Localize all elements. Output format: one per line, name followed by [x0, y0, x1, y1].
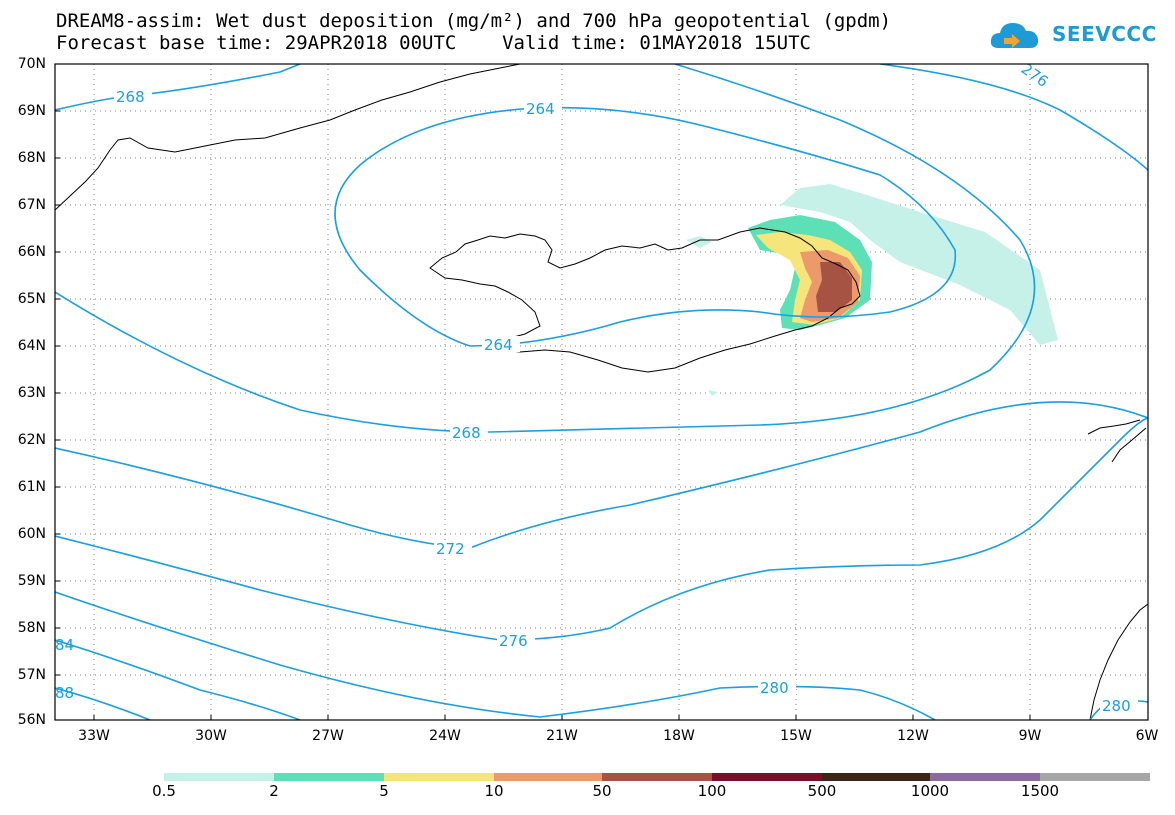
contour-label: 84 [55, 636, 74, 654]
logo-text: SEEVCCC [1052, 22, 1157, 46]
lon-label: 24W [429, 728, 461, 744]
faroe-norway-coastline [1087, 419, 1141, 435]
map-frame [54, 63, 1149, 721]
lat-label: 56N [17, 712, 46, 728]
colorbar-swatch [164, 773, 274, 781]
colorbar-tick: 1500 [1020, 782, 1060, 800]
contour-label: 264 [526, 100, 555, 118]
lat-label: 62N [17, 432, 46, 448]
lat-label: 66N [17, 244, 46, 260]
lat-label: 58N [17, 620, 46, 636]
chart-title-line2: Forecast base time: 29APR2018 00UTC Vali… [56, 32, 811, 54]
greenland-coastline [55, 64, 521, 211]
colorbar-swatch [602, 773, 712, 781]
colorbar-swatch [822, 773, 930, 781]
contour-264 [334, 106, 957, 347]
lat-label: 59N [17, 573, 46, 589]
contour-label: 264 [484, 336, 513, 354]
contour-label: 268 [452, 424, 481, 442]
contour-288 [55, 687, 151, 720]
lon-label: 15W [780, 728, 812, 744]
colorbar-swatch [494, 773, 602, 781]
chart-title-line1: DREAM8-assim: Wet dust deposition (mg/m²… [56, 10, 892, 32]
seevccc-logo-icon [990, 23, 1039, 48]
contour-label: 280 [1102, 697, 1131, 715]
lat-label: 70N [17, 56, 46, 72]
axis-ticks [55, 63, 1031, 720]
dust-deposition-shading [686, 184, 1058, 396]
lat-label: 57N [17, 667, 46, 683]
deposition-0.5-2-south [708, 390, 718, 396]
contour-label: 272 [436, 540, 465, 558]
deposition-0.5-2-west [686, 236, 712, 248]
lat-label: 68N [17, 150, 46, 166]
contour-284 [55, 639, 301, 720]
colorbar-tick: 1000 [910, 782, 950, 800]
colorbar-tick: 2 [269, 782, 279, 800]
lon-label: 33W [78, 728, 110, 744]
colorbar-tick: 100 [697, 782, 727, 800]
contour-label: 268 [116, 88, 145, 106]
lon-label: 12W [897, 728, 929, 744]
norway-coastline [1111, 427, 1147, 463]
lon-label: 21W [546, 728, 578, 744]
contour-label: 88 [55, 684, 74, 702]
deposition-50-100 [816, 262, 852, 312]
colorbar-tick: 0.5 [152, 782, 176, 800]
colorbar-swatch [274, 773, 384, 781]
lat-label: 69N [17, 103, 46, 119]
colorbar-swatch [1040, 773, 1150, 781]
colorbar-tick: 5 [379, 782, 389, 800]
contour-272 [55, 401, 1148, 549]
coastlines [55, 64, 1148, 720]
graticule [55, 64, 1148, 720]
contour-label: 280 [760, 679, 789, 697]
lat-label: 60N [17, 526, 46, 542]
colorbar-swatch [930, 773, 1040, 781]
geopotential-contours [55, 64, 1148, 720]
colorbar-tick: 500 [807, 782, 837, 800]
lat-label: 61N [17, 479, 46, 495]
colorbar-tick: 50 [592, 782, 612, 800]
lon-label: 30W [195, 728, 227, 744]
colorbar-swatch [384, 773, 494, 781]
lon-label: 27W [312, 728, 344, 744]
scotland-coastline [1089, 603, 1148, 720]
deposition-0.5-2 [780, 184, 1058, 345]
lon-label: 6W [1135, 728, 1159, 744]
contour-label: 276 [499, 632, 528, 650]
lat-label: 63N [17, 385, 46, 401]
contour-280 [55, 591, 1148, 720]
colorbar-swatch [712, 773, 822, 781]
colorbar-tick: 10 [484, 782, 504, 800]
lat-label: 64N [17, 338, 46, 354]
contour-276 [55, 64, 1148, 641]
lon-label: 9W [1018, 728, 1042, 744]
lon-label: 18W [663, 728, 695, 744]
lat-label: 65N [17, 291, 46, 307]
lat-label: 67N [17, 197, 46, 213]
